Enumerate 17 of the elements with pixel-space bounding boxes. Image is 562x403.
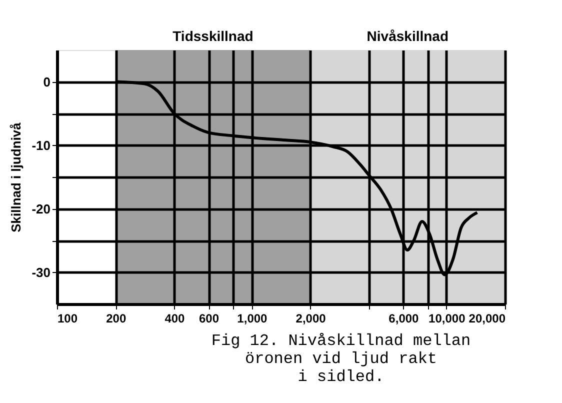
x-tick-label: 2,000: [296, 312, 326, 326]
x-tick-label: 1,000: [237, 312, 268, 326]
x-tick-label: 200: [106, 312, 126, 326]
y-tick-label: -20: [32, 201, 50, 216]
band-label: Nivåskillnad: [366, 28, 449, 44]
y-axis-title: Skillnad i ljudnivå: [8, 122, 24, 232]
y-tick-label: 0: [43, 74, 50, 90]
x-tick-label: 600: [198, 312, 220, 326]
x-tick-label: 100: [58, 312, 78, 326]
x-tick-label: 10,000: [428, 312, 466, 326]
x-tick-label: 400: [164, 312, 186, 326]
y-tick-label: -10: [32, 138, 50, 153]
caption: Fig 12. Nivåskillnad mellan öronen vid ljud rakt i sidled.: [211, 332, 471, 386]
y-tick-label: -30: [32, 264, 50, 280]
x-tick-label: 20,000: [468, 312, 506, 326]
band-label: Tidsskillnad: [172, 28, 254, 44]
x-tick-label: 6,000: [388, 312, 420, 326]
